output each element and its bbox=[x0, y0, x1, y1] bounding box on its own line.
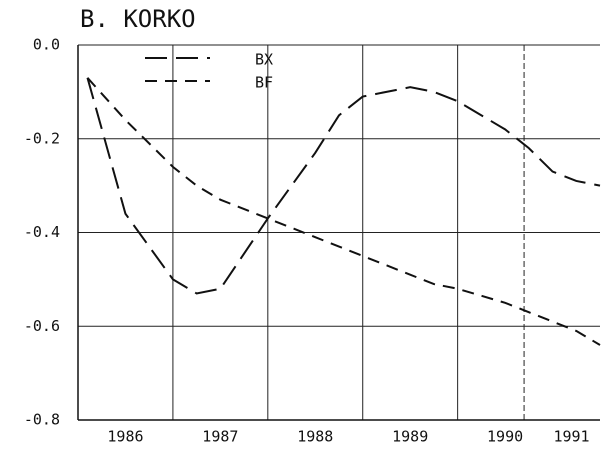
x-tick-label: 1987 bbox=[202, 428, 238, 446]
x-tick-label: 1989 bbox=[392, 428, 428, 446]
series-line bbox=[86, 77, 601, 295]
y-tick-label: -0.8 bbox=[24, 411, 60, 429]
chart-title: B. KORKO bbox=[80, 5, 196, 33]
series-line bbox=[86, 77, 601, 346]
x-tick-label: 1990 bbox=[487, 428, 523, 446]
x-tick-label: 1988 bbox=[297, 428, 333, 446]
x-tick-label: 1991 bbox=[553, 428, 589, 446]
legend-label: BF bbox=[255, 74, 273, 92]
legend-label: BX bbox=[255, 51, 273, 69]
y-tick-label: 0.0 bbox=[33, 36, 60, 54]
x-tick-label: 1986 bbox=[107, 428, 143, 446]
y-tick-label: -0.4 bbox=[24, 223, 60, 241]
y-tick-label: -0.2 bbox=[24, 129, 60, 147]
y-tick-label: -0.6 bbox=[24, 317, 60, 335]
